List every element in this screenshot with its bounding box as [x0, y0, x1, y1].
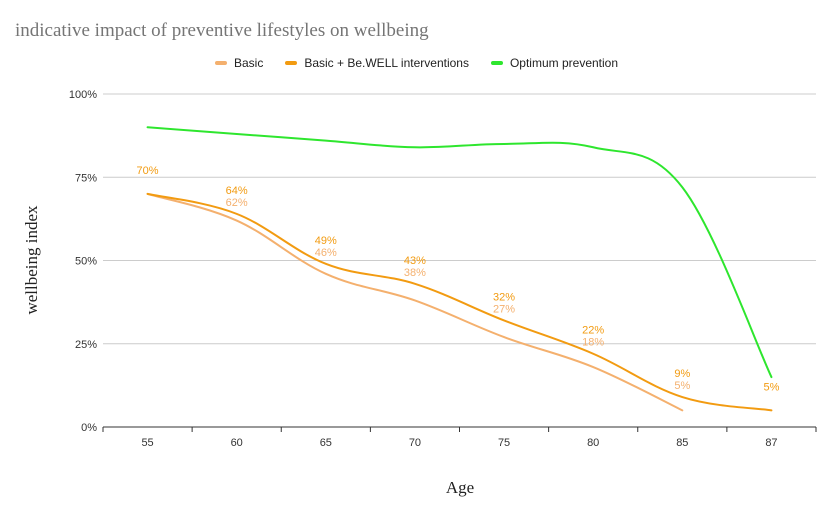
data-label-bewell: 70%	[137, 165, 159, 177]
legend-label-optimum: Optimum prevention	[509, 56, 619, 70]
data-label-bewell: 5%	[763, 381, 779, 393]
data-label-basic: 27%	[493, 303, 515, 315]
chart-title: indicative impact of preventive lifestyl…	[15, 20, 429, 41]
data-label-basic: 46%	[315, 247, 337, 259]
y-tick-label: 75%	[75, 172, 97, 184]
legend: Basic Basic + Be.WELL interventions Opti…	[0, 56, 833, 70]
series-line-optimum	[146, 126, 773, 379]
x-tick-label: 87	[765, 437, 777, 449]
legend-label-bewell: Basic + Be.WELL interventions	[304, 56, 469, 70]
legend-label-basic: Basic	[233, 56, 264, 70]
x-tick-label: 65	[320, 437, 332, 449]
legend-item-bewell[interactable]: Basic + Be.WELL interventions	[285, 56, 469, 70]
x-tick-label: 55	[141, 437, 153, 449]
series-line-bewell	[146, 192, 773, 412]
data-label-basic: 5%	[674, 380, 690, 392]
y-axis-title: wellbeing index	[22, 205, 41, 315]
x-tick-label: 80	[587, 437, 599, 449]
x-tick-label: 75	[498, 437, 510, 449]
data-label-basic: 38%	[404, 267, 426, 279]
series-line-basic	[146, 192, 684, 412]
y-tick-label: 25%	[75, 339, 97, 351]
legend-item-optimum[interactable]: Optimum prevention	[490, 56, 619, 70]
legend-item-basic[interactable]: Basic	[214, 56, 264, 70]
legend-swatch-optimum	[490, 61, 503, 65]
x-tick-label: 60	[231, 437, 243, 449]
data-label-bewell: 49%	[315, 235, 337, 247]
x-tick-label: 85	[676, 437, 688, 449]
y-tick-label: 100%	[69, 89, 97, 101]
y-tick-label: 0%	[81, 422, 97, 434]
data-label-basic: 62%	[226, 197, 248, 209]
x-axis-title: Age	[445, 478, 475, 497]
data-label-bewell: 32%	[493, 291, 515, 303]
data-label-bewell: 22%	[582, 325, 604, 337]
data-label-basic: 18%	[582, 337, 604, 349]
y-tick-label: 50%	[75, 256, 97, 268]
data-label-bewell: 9%	[674, 368, 690, 380]
data-label-bewell: 43%	[404, 255, 426, 267]
x-tick-label: 70	[409, 437, 421, 449]
legend-swatch-basic	[214, 61, 227, 65]
data-label-bewell: 64%	[226, 185, 248, 197]
legend-swatch-bewell	[285, 61, 298, 65]
